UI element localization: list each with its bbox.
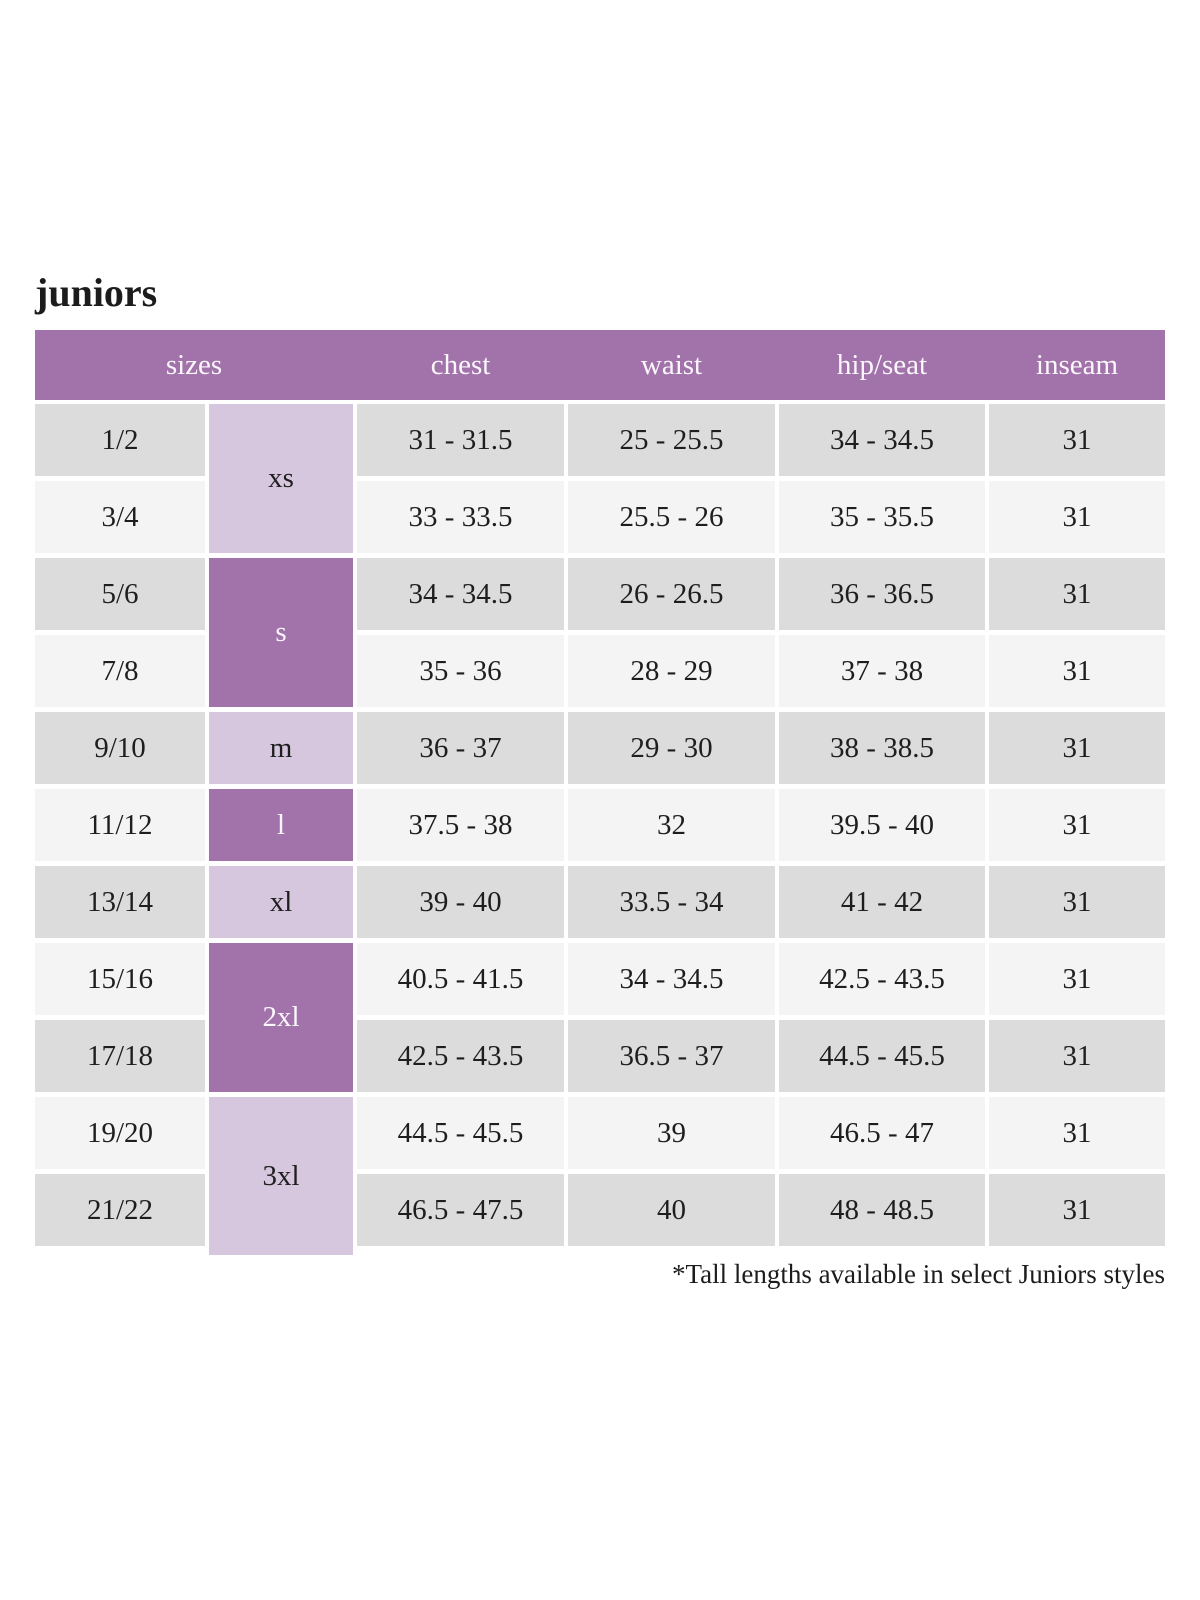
cell-chest: 46.5 - 47.5: [357, 1174, 564, 1246]
cell-waist: 39: [568, 1097, 775, 1169]
cell-size: 1/2: [35, 404, 205, 476]
cell-hip-seat: 42.5 - 43.5: [779, 943, 985, 1015]
cell-hip-seat: 36 - 36.5: [779, 558, 985, 630]
cell-inseam: 31: [989, 943, 1165, 1015]
cell-size-group: s: [209, 558, 353, 707]
size-chart-page: juniors sizes chest waist hip/seat insea…: [35, 0, 1165, 1290]
cell-size: 17/18: [35, 1020, 205, 1092]
cell-waist: 26 - 26.5: [568, 558, 775, 630]
cell-size-group: l: [209, 789, 353, 861]
table-header-row: sizes chest waist hip/seat inseam: [35, 330, 1165, 400]
cell-waist: 29 - 30: [568, 712, 775, 784]
cell-size: 13/14: [35, 866, 205, 938]
cell-hip-seat: 39.5 - 40: [779, 789, 985, 861]
cell-inseam: 31: [989, 1174, 1165, 1246]
header-waist: waist: [640, 348, 703, 381]
page-title: juniors: [35, 270, 158, 315]
cell-hip-seat: 41 - 42: [779, 866, 985, 938]
cell-size: 9/10: [35, 712, 205, 784]
cell-waist: 36.5 - 37: [568, 1020, 775, 1092]
cell-chest: 37.5 - 38: [357, 789, 564, 861]
cell-size: 7/8: [35, 635, 205, 707]
cell-waist: 28 - 29: [568, 635, 775, 707]
cell-inseam: 31: [989, 635, 1165, 707]
cell-size: 15/16: [35, 943, 205, 1015]
cell-chest: 35 - 36: [357, 635, 564, 707]
cell-waist: 32: [568, 789, 775, 861]
header-inseam: inseam: [1035, 348, 1119, 381]
cell-size-group: 2xl: [209, 943, 353, 1092]
cell-chest: 42.5 - 43.5: [357, 1020, 564, 1092]
cell-size: 19/20: [35, 1097, 205, 1169]
cell-size: 5/6: [35, 558, 205, 630]
header-hip-seat: hip/seat: [836, 348, 928, 381]
cell-waist: 25 - 25.5: [568, 404, 775, 476]
cell-chest: 34 - 34.5: [357, 558, 564, 630]
cell-size: 11/12: [35, 789, 205, 861]
cell-inseam: 31: [989, 1097, 1165, 1169]
cell-inseam: 31: [989, 481, 1165, 553]
cell-hip-seat: 35 - 35.5: [779, 481, 985, 553]
tall-lengths-footnote: *Tall lengths available in select Junior…: [671, 1259, 1165, 1289]
cell-hip-seat: 38 - 38.5: [779, 712, 985, 784]
cell-hip-seat: 44.5 - 45.5: [779, 1020, 985, 1092]
cell-waist: 34 - 34.5: [568, 943, 775, 1015]
cell-chest: 33 - 33.5: [357, 481, 564, 553]
cell-inseam: 31: [989, 1020, 1165, 1092]
cell-waist: 40: [568, 1174, 775, 1246]
cell-inseam: 31: [989, 866, 1165, 938]
cell-inseam: 31: [989, 712, 1165, 784]
cell-chest: 40.5 - 41.5: [357, 943, 564, 1015]
cell-chest: 31 - 31.5: [357, 404, 564, 476]
cell-waist: 25.5 - 26: [568, 481, 775, 553]
cell-chest: 44.5 - 45.5: [357, 1097, 564, 1169]
cell-hip-seat: 46.5 - 47: [779, 1097, 985, 1169]
cell-chest: 39 - 40: [357, 866, 564, 938]
cell-inseam: 31: [989, 404, 1165, 476]
cell-hip-seat: 34 - 34.5: [779, 404, 985, 476]
cell-chest: 36 - 37: [357, 712, 564, 784]
size-chart-table: 1/2 xs 31 - 31.5 25 - 25.5 34 - 34.5 31 …: [35, 404, 1165, 1255]
cell-size-group: 3xl: [209, 1097, 353, 1255]
cell-waist: 33.5 - 34: [568, 866, 775, 938]
cell-size-group: xs: [209, 404, 353, 553]
cell-size: 21/22: [35, 1174, 205, 1246]
cell-size: 3/4: [35, 481, 205, 553]
cell-size-group: m: [209, 712, 353, 784]
cell-hip-seat: 37 - 38: [779, 635, 985, 707]
cell-inseam: 31: [989, 789, 1165, 861]
header-sizes: sizes: [165, 348, 223, 381]
header-chest: chest: [430, 348, 491, 381]
cell-hip-seat: 48 - 48.5: [779, 1174, 985, 1246]
cell-inseam: 31: [989, 558, 1165, 630]
cell-size-group: xl: [209, 866, 353, 938]
